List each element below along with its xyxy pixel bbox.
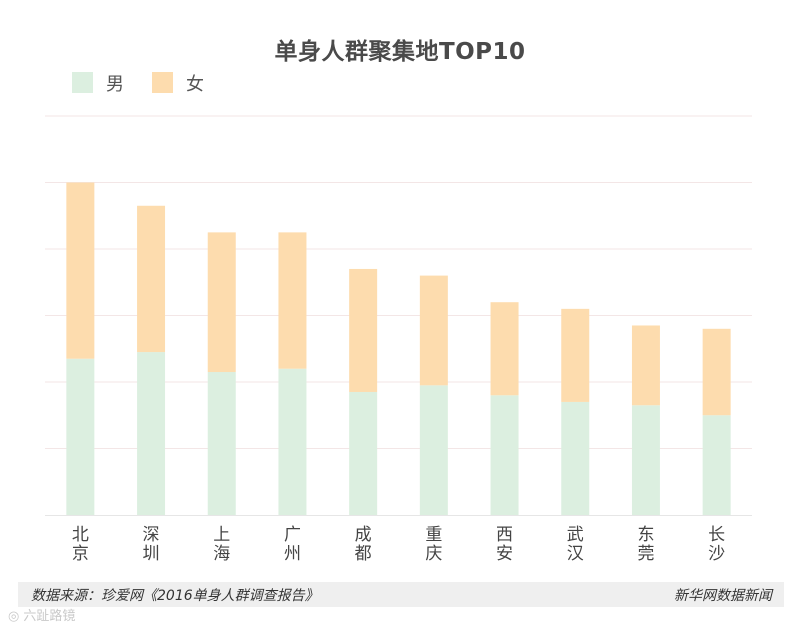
- bar-female-9: [702, 328, 731, 416]
- x-tick-label-5: 重庆: [425, 525, 442, 564]
- legend-label-male: 男: [106, 74, 124, 95]
- x-tick-label-7: 武汉: [567, 525, 584, 564]
- watermark-text: 六趾路镜: [23, 609, 76, 624]
- bar-male-4: [349, 391, 378, 515]
- bar-female-8: [631, 325, 660, 406]
- legend-swatch-female: [152, 72, 173, 93]
- footer-bar: [18, 582, 784, 607]
- bar-female-0: [66, 182, 95, 359]
- bar-female-7: [561, 308, 590, 402]
- x-tick-label-1: 深圳: [143, 525, 160, 564]
- data-source-note: 数据来源：珍爱网《2016单身人群调查报告》: [31, 588, 319, 604]
- legend-swatch-male: [72, 72, 93, 93]
- bar-male-3: [278, 368, 307, 515]
- x-tick-label-2: 上海: [213, 525, 230, 564]
- x-tick-label-3: 广州: [284, 525, 301, 564]
- chart-title: 单身人群聚集地TOP10: [274, 39, 526, 65]
- bar-female-2: [207, 232, 236, 373]
- x-tick-label-8: 东莞: [637, 525, 654, 564]
- bar-female-4: [349, 268, 378, 392]
- x-tick-label-4: 成都: [355, 525, 372, 564]
- bar-male-5: [419, 385, 448, 515]
- bar-female-3: [278, 232, 307, 369]
- x-tick-label-9: 长沙: [708, 525, 725, 564]
- watermark: ◎ 六趾路镜: [8, 605, 75, 624]
- x-tick-label-0: 北京: [72, 525, 89, 564]
- bar-male-0: [66, 358, 95, 515]
- bar-male-7: [561, 401, 590, 515]
- camera-icon: ◎: [8, 609, 20, 624]
- bar-male-6: [490, 395, 519, 515]
- bar-male-8: [631, 405, 660, 515]
- bar-male-1: [137, 352, 166, 515]
- bar-female-6: [490, 302, 519, 396]
- bar-male-2: [207, 372, 236, 515]
- bar-female-1: [137, 205, 166, 353]
- credit-label: 新华网数据新闻: [674, 588, 772, 604]
- bar-male-9: [702, 415, 731, 515]
- bar-female-5: [419, 275, 448, 386]
- x-tick-label-6: 西安: [496, 525, 513, 564]
- legend-label-female: 女: [186, 74, 204, 95]
